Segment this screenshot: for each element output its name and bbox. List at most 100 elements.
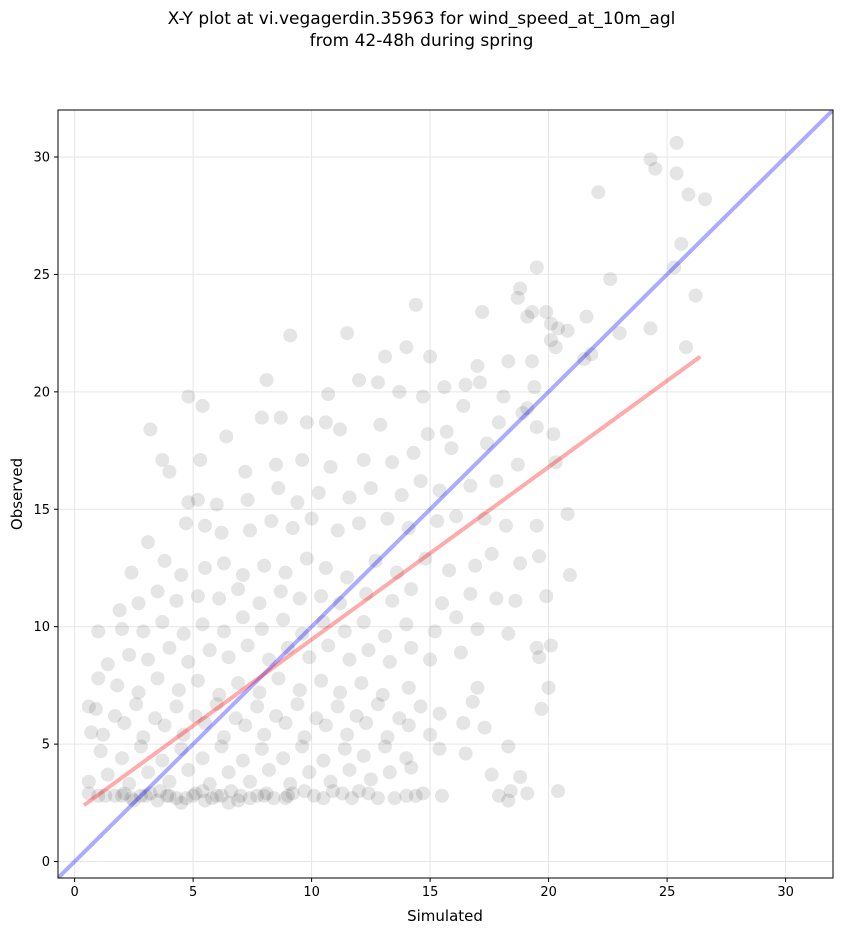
data-point xyxy=(361,643,376,658)
data-point xyxy=(321,387,336,402)
data-point xyxy=(434,788,449,803)
data-point xyxy=(520,309,535,324)
data-point xyxy=(458,377,473,392)
data-point xyxy=(126,793,141,808)
data-point xyxy=(463,586,478,601)
data-point xyxy=(162,774,177,789)
data-point xyxy=(155,452,170,467)
data-point xyxy=(543,316,558,331)
data-point xyxy=(278,715,293,730)
data-point xyxy=(669,135,684,150)
data-point xyxy=(299,415,314,430)
data-point xyxy=(266,791,281,806)
data-point xyxy=(91,788,106,803)
data-point xyxy=(96,727,111,742)
y-tick-label: 10 xyxy=(33,620,50,635)
data-point xyxy=(406,445,421,460)
data-point xyxy=(449,610,464,625)
data-point xyxy=(162,464,177,479)
data-point xyxy=(525,354,540,369)
data-point xyxy=(325,784,340,799)
data-point xyxy=(162,640,177,655)
data-point xyxy=(449,509,464,524)
x-axis-label: Simulated xyxy=(407,907,483,925)
data-point xyxy=(205,791,220,806)
data-point xyxy=(453,645,468,660)
data-point xyxy=(679,340,694,355)
data-point xyxy=(612,326,627,341)
data-point xyxy=(510,457,525,472)
data-point xyxy=(532,650,547,665)
data-point xyxy=(361,786,376,801)
data-point xyxy=(408,788,423,803)
data-point xyxy=(394,488,409,503)
x-tick-label: 20 xyxy=(540,885,557,900)
data-point xyxy=(577,351,592,366)
data-point xyxy=(423,349,438,364)
data-point xyxy=(171,683,186,698)
data-point xyxy=(551,784,566,799)
data-point xyxy=(335,786,350,801)
data-point xyxy=(81,786,96,801)
data-point xyxy=(584,347,599,362)
data-point xyxy=(264,514,279,529)
data-point xyxy=(306,788,321,803)
data-point xyxy=(380,511,395,526)
data-point xyxy=(404,760,419,775)
data-points xyxy=(81,135,713,810)
data-point xyxy=(389,565,404,580)
data-point xyxy=(178,516,193,531)
data-point xyxy=(541,680,556,695)
data-point xyxy=(385,593,400,608)
data-point xyxy=(340,570,355,585)
data-point xyxy=(176,727,191,742)
data-point xyxy=(539,304,554,319)
data-point xyxy=(131,685,146,700)
data-point xyxy=(356,452,371,467)
data-point xyxy=(340,326,355,341)
data-point xyxy=(131,596,146,611)
data-point xyxy=(169,791,184,806)
data-point xyxy=(539,589,554,604)
data-point xyxy=(169,593,184,608)
data-point xyxy=(276,612,291,627)
data-point xyxy=(304,511,319,526)
data-point xyxy=(209,788,224,803)
data-point xyxy=(136,624,151,639)
data-point xyxy=(221,795,236,810)
data-point xyxy=(136,730,151,745)
data-point xyxy=(202,643,217,658)
data-point xyxy=(415,786,430,801)
data-point xyxy=(148,711,163,726)
data-point xyxy=(351,373,366,388)
data-point xyxy=(100,767,115,782)
data-point xyxy=(181,762,196,777)
data-point xyxy=(107,788,122,803)
data-point xyxy=(437,380,452,395)
data-point xyxy=(643,321,658,336)
data-point xyxy=(302,765,317,780)
data-point xyxy=(351,784,366,799)
y-tick-label: 25 xyxy=(33,268,50,283)
data-point xyxy=(212,687,227,702)
data-point xyxy=(269,457,284,472)
data-point xyxy=(197,793,212,808)
data-point xyxy=(157,718,172,733)
data-point xyxy=(470,359,485,373)
x-tick-label: 5 xyxy=(189,885,197,900)
data-point xyxy=(190,589,205,604)
data-point xyxy=(195,784,210,799)
data-point xyxy=(314,673,329,688)
data-point xyxy=(292,683,307,698)
data-point xyxy=(392,384,407,399)
data-point xyxy=(280,640,295,655)
data-point xyxy=(321,638,336,653)
data-point xyxy=(261,652,276,667)
data-point xyxy=(408,297,423,312)
data-point xyxy=(548,340,563,355)
data-point xyxy=(259,373,274,388)
data-point xyxy=(100,657,115,672)
data-point xyxy=(157,553,172,568)
data-point xyxy=(513,556,528,571)
